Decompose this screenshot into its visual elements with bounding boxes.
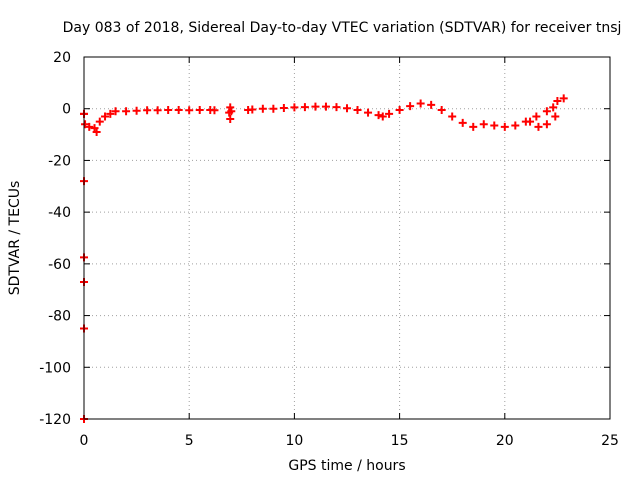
y-tick-label: -100 bbox=[39, 360, 71, 376]
x-tick-label: 10 bbox=[285, 433, 303, 449]
data-point bbox=[311, 102, 320, 111]
data-point bbox=[153, 106, 162, 115]
data-point bbox=[469, 122, 478, 131]
data-point bbox=[511, 121, 520, 130]
data-point bbox=[195, 106, 204, 115]
data-point bbox=[92, 127, 101, 136]
data-point bbox=[549, 103, 558, 112]
data-point bbox=[185, 106, 194, 115]
x-axis-label: GPS time / hours bbox=[288, 458, 405, 474]
data-point bbox=[437, 106, 446, 115]
data-point bbox=[122, 107, 131, 116]
y-axis-label: SDTVAR / TECUs bbox=[7, 181, 23, 296]
data-point bbox=[406, 102, 415, 111]
data-point bbox=[542, 107, 551, 116]
data-point bbox=[258, 104, 267, 113]
data-point bbox=[95, 117, 104, 126]
data-point bbox=[81, 120, 90, 129]
data-point bbox=[85, 122, 94, 131]
data-point bbox=[111, 107, 120, 116]
data-point bbox=[395, 106, 404, 115]
x-tick-label: 20 bbox=[496, 433, 514, 449]
data-point bbox=[559, 94, 568, 103]
plot-frame bbox=[83, 56, 611, 420]
data-point bbox=[416, 99, 425, 108]
data-point bbox=[542, 120, 551, 129]
data-point bbox=[343, 104, 351, 113]
data-point bbox=[248, 105, 257, 114]
x-tick-label: 0 bbox=[80, 433, 89, 449]
data-point bbox=[143, 106, 152, 115]
data-point bbox=[374, 111, 383, 120]
data-point bbox=[385, 109, 394, 118]
data-point bbox=[226, 115, 235, 124]
x-tick-label: 25 bbox=[601, 433, 619, 449]
data-point bbox=[226, 103, 235, 112]
data-point bbox=[353, 106, 362, 115]
x-tick-label: 15 bbox=[391, 433, 409, 449]
data-point bbox=[174, 106, 183, 115]
y-tick-label: 20 bbox=[53, 50, 71, 66]
y-tick-label: -60 bbox=[48, 257, 71, 273]
y-tick-label: -120 bbox=[39, 412, 71, 428]
data-point bbox=[279, 103, 288, 112]
y-tick-label: -80 bbox=[48, 309, 71, 325]
data-point bbox=[553, 96, 562, 105]
data-point bbox=[300, 103, 309, 112]
data-point bbox=[290, 103, 299, 112]
data-point bbox=[106, 109, 115, 118]
data-point bbox=[551, 112, 560, 121]
data-point bbox=[269, 104, 278, 113]
data-point bbox=[378, 112, 387, 121]
data-points bbox=[80, 94, 568, 423]
data-point bbox=[101, 112, 110, 121]
data-point bbox=[500, 122, 509, 131]
data-point bbox=[321, 102, 330, 111]
x-tick-label: 5 bbox=[185, 433, 194, 449]
data-point bbox=[448, 112, 457, 121]
data-point bbox=[364, 108, 373, 117]
y-tick-label: 0 bbox=[62, 102, 71, 118]
data-point bbox=[479, 120, 488, 129]
data-point bbox=[534, 122, 543, 131]
data-point bbox=[526, 117, 535, 126]
data-point bbox=[332, 103, 341, 112]
grid-lines bbox=[84, 57, 610, 419]
data-point bbox=[210, 106, 219, 115]
data-point bbox=[227, 107, 236, 116]
data-point bbox=[164, 106, 173, 115]
data-point bbox=[490, 121, 499, 130]
chart-title: Day 083 of 2018, Sidereal Day-to-day VTE… bbox=[63, 20, 622, 36]
y-tick-label: -20 bbox=[48, 153, 71, 169]
data-point bbox=[532, 112, 541, 121]
axis-ticks: 0 5 10 15 20 25 20 0 -20 -40 -60 -80 -100 -120 bbox=[39, 50, 619, 449]
data-point bbox=[427, 100, 436, 109]
data-point bbox=[132, 106, 141, 115]
data-point bbox=[458, 118, 467, 127]
y-tick-label: -40 bbox=[48, 205, 71, 221]
